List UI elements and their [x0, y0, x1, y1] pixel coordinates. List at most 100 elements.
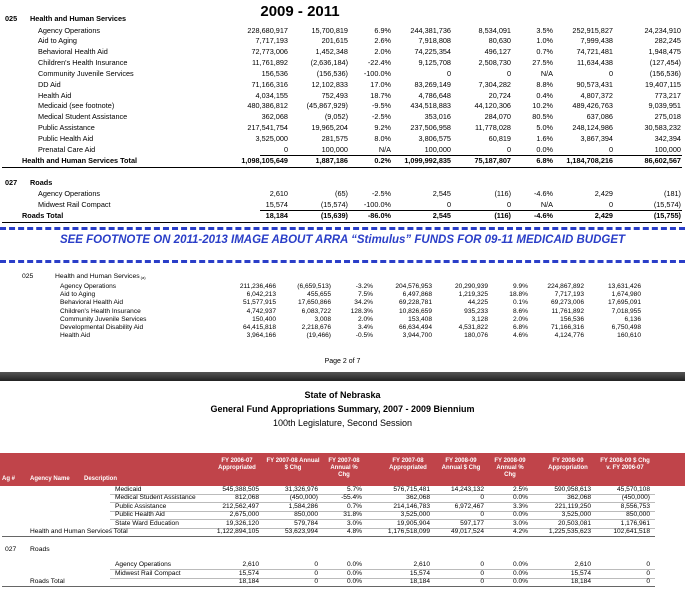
- cell: 3.0%: [512, 519, 528, 527]
- cell: 3,867,394: [580, 134, 613, 143]
- cell: -100.0%: [363, 68, 391, 78]
- cell: (45,867,929): [306, 101, 348, 111]
- cell: 2,675,000: [229, 511, 259, 519]
- cell: 153,408: [408, 315, 432, 323]
- cell: 17,650,866: [297, 299, 331, 307]
- cell: 362,068: [261, 112, 288, 122]
- cell: 1.0%: [536, 36, 553, 46]
- cell: (450,000): [289, 494, 318, 502]
- column-header: FY 2007-08 Annual % Chg: [328, 458, 360, 478]
- cell: 3,525,000: [561, 511, 591, 519]
- cell: 27.5%: [532, 58, 553, 68]
- cell: 212,562,497: [222, 502, 259, 510]
- cell: 30,583,232: [644, 123, 681, 133]
- cell: 1,122,894,105: [216, 528, 259, 535]
- cell: 18,184: [409, 578, 430, 586]
- cell: 0: [506, 200, 511, 209]
- cell: 0.0%: [346, 578, 362, 586]
- cell: 71,166,316: [251, 79, 288, 89]
- row-label: Community Juvenile Services: [60, 315, 147, 323]
- cell: 18.7%: [370, 90, 391, 100]
- cell: -55.4%: [341, 494, 362, 502]
- column-header: FY 2008-09 Appropriation: [548, 458, 588, 471]
- cell: 156,536: [560, 315, 584, 323]
- cell: (156,536): [316, 68, 348, 78]
- cell: 0: [480, 511, 484, 519]
- page-label: Page 2 of 7: [324, 358, 361, 365]
- cell: (156,536): [649, 68, 681, 78]
- column-header: Description: [84, 476, 118, 482]
- row-label: Medical Student Assistance: [38, 112, 128, 122]
- cell: 6.8%: [536, 155, 553, 165]
- rule: [2, 166, 682, 168]
- cell: 935,233: [464, 307, 488, 315]
- cell: 13,631,426: [607, 283, 641, 290]
- cell: 6,972,467: [454, 502, 484, 510]
- page-break: [0, 372, 685, 381]
- cell: 590,958,613: [554, 486, 591, 493]
- cell: 4,531,822: [458, 324, 488, 331]
- cell: (127,454): [649, 58, 681, 68]
- cell: 1,452,348: [315, 47, 348, 57]
- cell: 100,000: [321, 144, 348, 154]
- cell: 6,083,722: [301, 307, 331, 315]
- cell: (116): [494, 211, 511, 220]
- cell: 3.3%: [512, 502, 528, 510]
- cell: 0: [646, 561, 650, 568]
- cell: 19,326,120: [225, 519, 259, 527]
- row-label: Agency Operations: [38, 189, 101, 198]
- row-label: DD Aid: [38, 79, 61, 89]
- cell: 3.4%: [357, 324, 373, 331]
- cell: 252,915,827: [572, 25, 613, 35]
- cell: 1,219,325: [458, 291, 488, 299]
- cell: 20,724: [488, 90, 511, 100]
- column-header: FY 2008-09 Annual $ Chg: [441, 458, 481, 471]
- cell: 4.8%: [346, 528, 362, 535]
- cell: 1,184,708,216: [566, 155, 613, 165]
- cell: 44,225: [467, 299, 488, 307]
- cell: -3.2%: [355, 283, 373, 290]
- rule: [110, 494, 655, 495]
- cell: (181): [663, 189, 681, 198]
- cell: 221,119,250: [554, 502, 591, 510]
- row-label: Public Health Aid: [38, 134, 94, 143]
- column-header: FY 2008-09 $ Chg v. FY 2006-07: [600, 458, 650, 471]
- cell: 0: [314, 578, 318, 586]
- cell: 8.6%: [512, 307, 528, 315]
- cell: 9,125,708: [418, 58, 451, 68]
- cell: 19,905,904: [396, 519, 430, 527]
- cell: 2.0%: [374, 47, 391, 57]
- cell: 0: [283, 144, 288, 154]
- cell: 3.0%: [346, 519, 362, 527]
- cell: 237,506,958: [410, 123, 451, 133]
- cell: 228,680,917: [247, 25, 288, 35]
- cell: 19,965,204: [311, 123, 348, 133]
- column-header: FY 2006-07 Appropriated: [218, 458, 256, 471]
- column-header: Ag #: [2, 476, 16, 482]
- cell: 51,577,915: [242, 299, 276, 307]
- cell: 11,761,892: [252, 58, 288, 68]
- cell: 0: [480, 569, 484, 577]
- cell: -100.0%: [363, 200, 391, 209]
- cell: 2,429: [594, 189, 613, 198]
- cell: 6,042,213: [246, 291, 276, 299]
- cell: 72,773,006: [251, 47, 288, 57]
- cell: -86.0%: [367, 211, 391, 220]
- cell: 0.1%: [512, 299, 528, 307]
- total-label: Roads Total: [22, 211, 64, 220]
- row-label: Midwest Rail Compact: [115, 569, 181, 577]
- cell: N/A: [540, 200, 553, 209]
- group-name: Roads: [30, 178, 53, 187]
- cell: 0: [608, 68, 613, 78]
- cell: 15,700,819: [311, 25, 348, 35]
- cell: 31,326,976: [284, 486, 318, 493]
- cell: 812,068: [235, 494, 259, 502]
- cell: 45,570,108: [616, 486, 650, 493]
- report-subtitle: General Fund Appropriations Summary, 200…: [210, 404, 475, 414]
- cell: 7,018,955: [611, 307, 641, 315]
- row-label: State Ward Education: [115, 519, 179, 527]
- cell: 150,400: [252, 315, 276, 323]
- cell: 0: [446, 68, 451, 78]
- rule: [110, 569, 655, 570]
